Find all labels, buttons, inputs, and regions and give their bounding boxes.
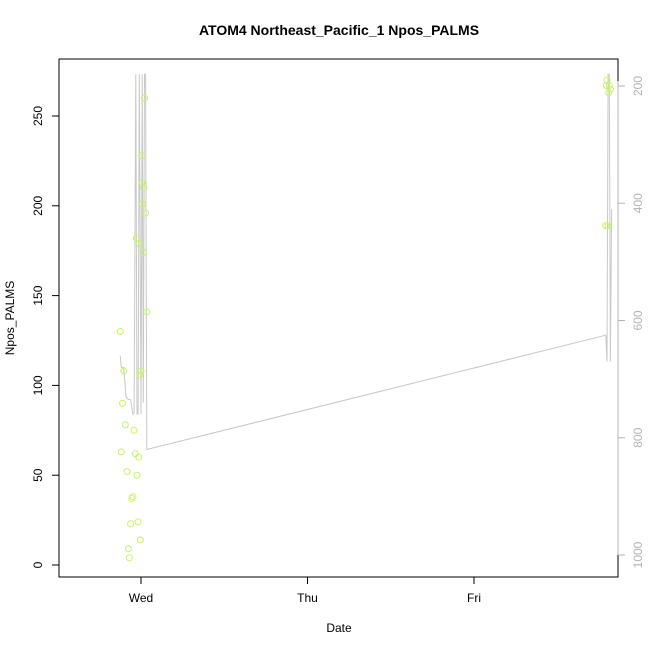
y-tick-label: 200 (31, 195, 45, 215)
data-point (116, 328, 124, 335)
y2-tick-label: 400 (631, 193, 645, 213)
y-tick-label: 100 (31, 375, 45, 395)
data-point (121, 421, 129, 429)
chart-title: ATOM4 Northeast_Pacific_1 Npos_PALMS (199, 22, 479, 38)
series-lines (119, 73, 613, 451)
data-point (135, 240, 143, 247)
depth-series-line (119, 73, 613, 451)
data-point (137, 367, 145, 375)
data-point (128, 495, 136, 502)
y-axis-label: Npos_PALMS (3, 281, 17, 355)
x-axis-label: Date (326, 621, 352, 635)
data-point (124, 545, 132, 553)
data-point (130, 426, 138, 434)
data-point (139, 249, 147, 256)
y-tick-label: 50 (31, 468, 45, 482)
x-axis: Wed Thu Fri (129, 576, 481, 605)
x-tick-label: Thu (297, 591, 318, 605)
data-point (132, 234, 140, 242)
data-point (119, 399, 126, 407)
series-points (116, 76, 614, 562)
data-point (604, 222, 612, 230)
data-point (605, 89, 613, 97)
y2-tick-label: 200 (631, 76, 645, 96)
data-point (605, 82, 613, 89)
data-point (135, 453, 143, 461)
y-axis-left: 0 50 100 150 200 250 (31, 106, 60, 568)
data-point (140, 184, 148, 192)
data-point (127, 520, 135, 528)
data-point (125, 554, 133, 562)
data-point (142, 209, 150, 217)
y2-tick-label: 800 (631, 427, 645, 447)
x-tick-label: Wed (129, 591, 153, 605)
data-point (602, 82, 610, 89)
data-point (133, 471, 141, 479)
data-point (136, 371, 144, 379)
data-point (129, 493, 137, 501)
data-point (117, 448, 125, 456)
data-point (138, 152, 146, 159)
y-axis-right: 200 400 600 800 1000 (617, 76, 645, 568)
data-point (134, 518, 142, 526)
data-point (120, 367, 128, 375)
y-tick-label: 0 (31, 561, 45, 568)
data-point (141, 94, 148, 102)
y2-tick-label: 600 (631, 310, 645, 330)
data-point (123, 468, 131, 476)
y2-tick-label: 1000 (631, 541, 645, 568)
data-point (606, 85, 614, 93)
data-point (131, 450, 139, 458)
data-point (139, 200, 147, 208)
data-point (143, 308, 151, 316)
data-point (602, 222, 610, 230)
y-tick-label: 150 (31, 285, 45, 305)
y-tick-label: 250 (31, 106, 45, 126)
x-tick-label: Fri (467, 591, 481, 605)
data-point (136, 536, 144, 544)
